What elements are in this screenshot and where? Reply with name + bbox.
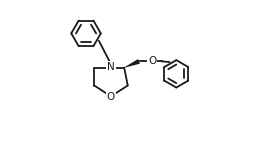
Polygon shape (124, 59, 140, 68)
Text: N: N (107, 62, 115, 72)
Text: O: O (148, 56, 156, 66)
Text: O: O (107, 92, 115, 102)
